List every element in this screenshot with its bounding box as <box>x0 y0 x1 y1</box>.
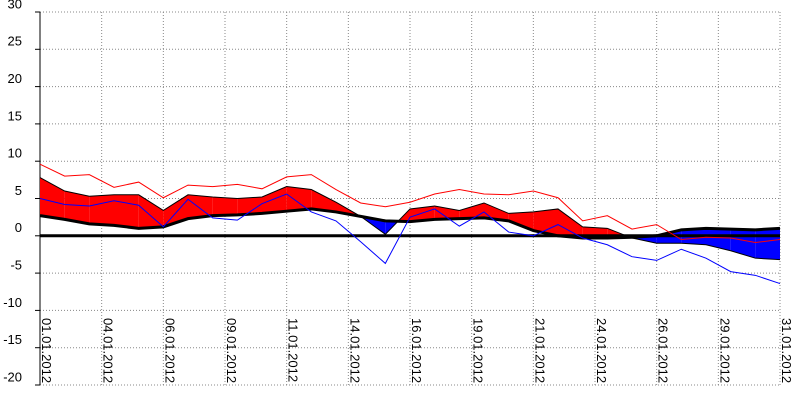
y-tick-label: -20 <box>3 369 22 384</box>
anomaly-fill <box>410 205 435 222</box>
series-line <box>39 163 781 244</box>
y-tick-label: 15 <box>8 108 22 123</box>
y-tick-label: 30 <box>8 0 22 11</box>
x-tick-label: 16.01.2012 <box>409 318 424 383</box>
series-line <box>39 177 781 261</box>
x-tick-label: 19.01.2012 <box>471 318 486 383</box>
anomaly-fill <box>212 197 238 216</box>
anomaly-fill <box>64 191 90 224</box>
anomaly-fill <box>163 194 188 227</box>
y-tick-label: -5 <box>10 258 22 273</box>
anomaly-fill <box>237 197 262 215</box>
anomaly-fill <box>434 205 460 220</box>
x-tick-label: 04.01.2012 <box>101 318 116 383</box>
anomaly-fill <box>730 229 756 259</box>
anomaly-fill <box>114 194 139 229</box>
y-tick-label: 25 <box>8 34 22 49</box>
anomaly-fill <box>138 194 164 229</box>
x-tick-label: 09.01.2012 <box>224 318 239 383</box>
series-line <box>39 193 781 285</box>
x-tick-label: 01.01.2012 <box>39 318 54 383</box>
x-tick-label: 29.01.2012 <box>717 318 732 383</box>
x-tick-label: 06.01.2012 <box>162 318 177 383</box>
y-tick-label: 10 <box>8 146 22 161</box>
anomaly-fill <box>558 208 583 239</box>
anomaly-fill <box>706 228 731 251</box>
x-tick-label: 26.01.2012 <box>656 318 671 383</box>
anomaly-fill <box>508 211 534 231</box>
y-tick-label: -15 <box>3 332 22 347</box>
x-tick-label: 21.01.2012 <box>532 318 547 383</box>
anomaly-fill <box>262 186 287 214</box>
y-tick-label: 0 <box>15 220 22 235</box>
anomaly-fill <box>311 189 336 212</box>
x-tick-label: 11.01.2012 <box>286 318 301 382</box>
anomaly-fill <box>755 228 780 260</box>
anomaly-fill <box>286 186 312 212</box>
x-tick-label: 31.01.2012 <box>779 318 794 383</box>
anomaly-fill <box>89 194 114 226</box>
y-tick-label: 5 <box>15 183 22 198</box>
y-tick-label: -10 <box>3 295 22 310</box>
x-tick-label: 24.01.2012 <box>594 318 609 383</box>
anomaly-fill <box>533 208 558 236</box>
anomaly-fill <box>459 202 484 219</box>
x-tick-label: 14.01.2012 <box>347 318 362 383</box>
y-tick-label: 20 <box>8 71 22 86</box>
